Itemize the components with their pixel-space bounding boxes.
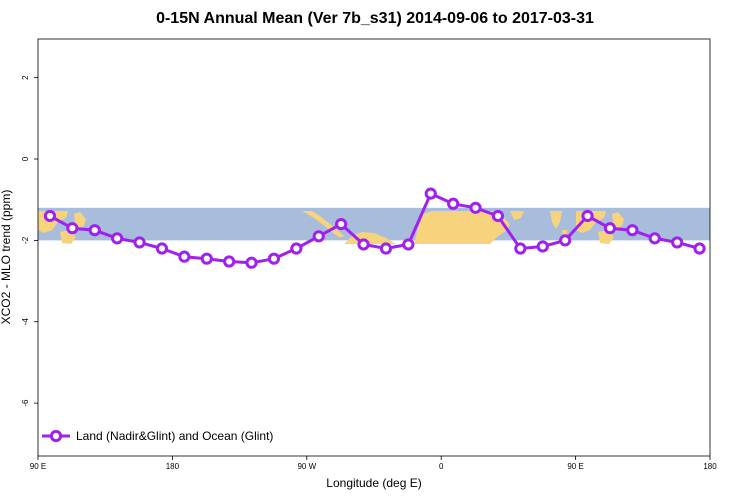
land-philippines-2 xyxy=(612,212,624,228)
data-point xyxy=(312,230,325,243)
land-philippines-1 xyxy=(74,212,86,228)
data-point xyxy=(536,240,549,253)
x-tick-label: 90 E xyxy=(567,462,583,471)
x-tick-label: 180 xyxy=(703,462,717,471)
data-point xyxy=(111,232,124,245)
land-india xyxy=(550,211,562,229)
data-point xyxy=(693,242,706,255)
data-point xyxy=(66,222,79,235)
x-tick-label: 0 xyxy=(439,462,444,471)
data-point xyxy=(491,209,505,223)
data-point xyxy=(245,256,258,269)
plot-frame xyxy=(37,38,711,457)
data-point xyxy=(514,242,527,255)
x-tick-label: 90 E xyxy=(30,462,46,471)
data-point xyxy=(200,252,213,265)
x-axis-label: Longitude (deg E) xyxy=(326,476,422,490)
y-tick-label: -2 xyxy=(21,236,30,244)
x-tick-label: 180 xyxy=(166,462,180,471)
land-africa xyxy=(414,211,510,244)
y-axis-label: XCO2 - MLO trend (ppm) xyxy=(0,189,13,325)
x-tick-label: 90 W xyxy=(297,462,316,471)
data-point xyxy=(469,201,482,214)
data-point xyxy=(379,242,393,255)
y-tick-label: -6 xyxy=(21,399,30,407)
data-point xyxy=(671,236,684,249)
land-central-america xyxy=(302,211,344,238)
data-point xyxy=(581,209,594,223)
data-point xyxy=(178,250,191,263)
series-layer xyxy=(43,187,706,269)
land-arabia xyxy=(510,211,524,220)
data-point xyxy=(559,234,572,247)
data-point xyxy=(357,238,370,251)
y-tick-label: 0 xyxy=(21,156,30,161)
x-axis: 90 E 180 90 W 0 90 E 180 xyxy=(30,456,717,471)
data-point xyxy=(133,236,146,249)
legend-label: Land (Nadir&Glint) and Ocean (Glint) xyxy=(76,429,273,443)
data-point xyxy=(267,252,281,265)
data-point xyxy=(626,224,639,237)
land-south-america xyxy=(344,232,396,244)
y-tick-label: 2 xyxy=(21,75,30,80)
legend-swatch-marker xyxy=(49,429,63,443)
data-point xyxy=(43,209,57,223)
legend: Land (Nadir&Glint) and Ocean (Glint) xyxy=(42,429,273,443)
data-point xyxy=(88,224,101,237)
data-point xyxy=(648,232,661,245)
y-tick-label: -4 xyxy=(21,318,30,326)
data-point xyxy=(603,222,617,235)
y-axis: 2 0 -2 -4 -6 xyxy=(21,75,38,407)
data-point xyxy=(223,255,236,268)
data-point xyxy=(402,238,415,251)
data-point xyxy=(447,197,460,210)
data-point xyxy=(424,187,437,200)
data-point xyxy=(290,242,303,255)
data-point xyxy=(155,242,169,255)
chart-title: 0-15N Annual Mean (Ver 7b_s31) 2014-09-0… xyxy=(156,10,594,27)
data-point xyxy=(335,218,348,231)
